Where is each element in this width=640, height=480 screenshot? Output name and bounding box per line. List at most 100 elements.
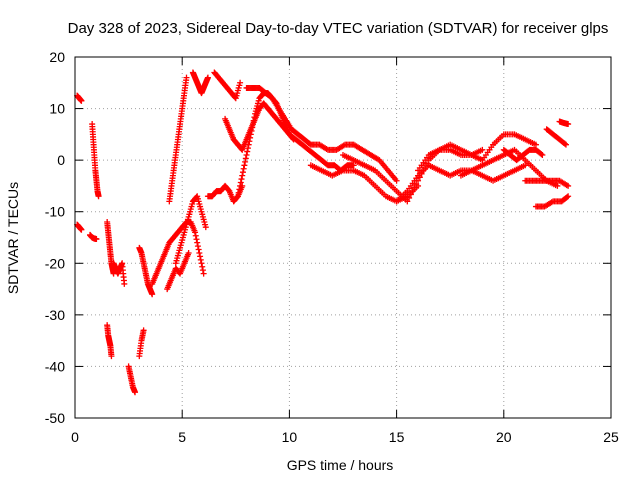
data-point (195, 246, 202, 253)
series-arc-26 (556, 118, 572, 128)
data-point (562, 141, 569, 148)
data-point (251, 114, 258, 121)
data-point (194, 243, 201, 250)
data-point (532, 141, 539, 148)
data-point (237, 182, 244, 189)
axis-ticks: -50 -40 -30 -20 -10 0 10 20 0 5 10 15 20 25 (45, 49, 619, 445)
data-point (406, 194, 413, 201)
data-point (149, 291, 156, 298)
series-arc-6 (136, 244, 156, 298)
data-point (411, 184, 418, 191)
x-tick-label: 5 (178, 429, 186, 445)
data-point (236, 186, 243, 193)
data-point (199, 267, 206, 274)
data-point (404, 198, 411, 205)
data-point (238, 176, 245, 183)
data-point (199, 263, 206, 270)
data-point (121, 280, 128, 287)
data-point (194, 239, 201, 246)
x-tick-label: 25 (603, 429, 619, 445)
data-point (241, 162, 248, 169)
data-point (200, 270, 207, 277)
series-arc-10 (172, 193, 209, 267)
x-axis-label: GPS time / hours (287, 457, 394, 473)
series-arc-21 (415, 131, 539, 174)
series-arc-27 (500, 146, 546, 164)
x-tick-label: 0 (71, 429, 79, 445)
data-point (235, 189, 242, 196)
data-point (538, 151, 545, 158)
data-point (140, 327, 147, 334)
data-point (393, 177, 400, 184)
data-point (245, 141, 252, 148)
series-arc-17 (243, 84, 400, 184)
data-point (93, 236, 100, 243)
data-point (193, 236, 200, 243)
y-tick-label: -20 (45, 255, 65, 271)
series-arc-12 (189, 69, 211, 97)
data-point (192, 229, 199, 236)
data-point (78, 226, 85, 233)
x-tick-label: 10 (282, 429, 298, 445)
data-point (554, 182, 561, 189)
data-point (239, 172, 246, 179)
data-point (248, 127, 255, 134)
data-point (183, 74, 190, 81)
data-point (234, 193, 241, 200)
data-point (243, 151, 250, 158)
series-arc-early-2 (74, 221, 85, 233)
data-point (237, 79, 244, 86)
data-point (565, 121, 572, 128)
data-point (78, 97, 85, 104)
data-point (407, 191, 414, 198)
data-point (197, 256, 204, 263)
data-point (350, 162, 357, 169)
data-point (196, 249, 203, 256)
series-arc-20 (393, 162, 529, 205)
data-point (564, 194, 571, 201)
series-arc-14 (211, 69, 244, 102)
data-point (561, 140, 568, 147)
series-arc-5 (125, 363, 139, 396)
data-point (249, 124, 256, 131)
data-point (132, 389, 139, 396)
series-arc-23 (522, 177, 572, 189)
data-point (413, 181, 420, 188)
y-tick-label: -40 (45, 358, 65, 374)
data-point (247, 134, 254, 141)
series-arc-early-3 (87, 231, 100, 243)
y-tick-label: 20 (49, 49, 65, 65)
data-point (204, 74, 211, 81)
data-point (246, 138, 253, 145)
series-arc-8 (149, 219, 207, 287)
data-point (108, 353, 115, 360)
series-arc-19 (340, 146, 486, 205)
series-arc-3 (104, 322, 115, 360)
series-arc-1 (89, 121, 102, 200)
data-point (565, 193, 572, 200)
data-point (95, 193, 102, 200)
data-point (242, 158, 249, 165)
data-point (522, 162, 529, 169)
y-tick-label: -50 (45, 410, 65, 426)
series-arc-16 (234, 90, 357, 200)
x-tick-label: 15 (389, 429, 405, 445)
data-point (242, 155, 249, 162)
data-point (198, 260, 205, 267)
plot-frame (74, 56, 612, 419)
series-arc-25 (543, 126, 569, 148)
data-point (539, 151, 546, 158)
series-arc-24 (532, 193, 572, 210)
y-tick-label: 10 (49, 101, 65, 117)
x-tick-label: 20 (496, 429, 512, 445)
y-axis-label: SDTVAR / TECUs (5, 182, 21, 294)
data-point (192, 232, 199, 239)
data-point (244, 145, 251, 152)
data-point (244, 148, 251, 155)
chart-title: Day 328 of 2023, Sidereal Day-to-day VTE… (68, 20, 609, 37)
data-point (250, 117, 257, 124)
data-point (202, 224, 209, 231)
data-points (74, 69, 572, 396)
